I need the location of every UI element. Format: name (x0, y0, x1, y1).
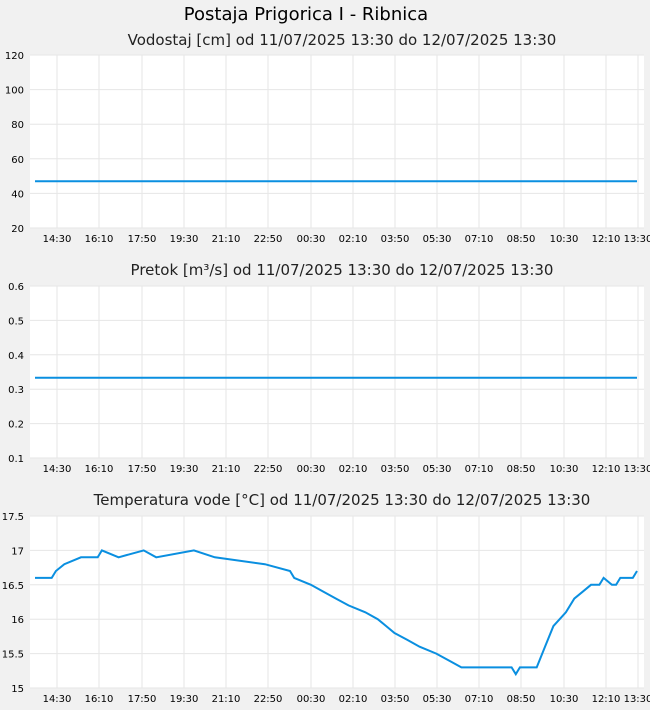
y-tick-label: 120 (5, 51, 24, 62)
y-tick-label: 17.5 (2, 512, 24, 523)
x-tick-label: 00:30 (297, 464, 326, 475)
x-tick-label: 16:10 (85, 694, 114, 705)
x-tick-label: 22:50 (254, 694, 283, 705)
x-tick-label: 10:30 (550, 464, 579, 475)
y-tick-label: 40 (11, 189, 24, 200)
x-tick-label: 14:30 (43, 694, 72, 705)
y-tick-label: 16.5 (2, 581, 24, 592)
y-tick-label: 0.1 (8, 454, 24, 465)
x-tick-label: 03:50 (381, 234, 410, 245)
chart-title: Vodostaj [cm] od 11/07/2025 13:30 do 12/… (128, 31, 557, 49)
x-tick-label: 07:10 (465, 234, 494, 245)
y-tick-label: 0.6 (8, 282, 24, 293)
y-tick-label: 17 (11, 546, 24, 557)
x-tick-label: 14:30 (43, 234, 72, 245)
chart-panel-2: Pretok [m³/s] od 11/07/2025 13:30 do 12/… (8, 261, 650, 475)
y-tick-label: 0.5 (8, 316, 24, 327)
x-tick-label: 16:10 (85, 234, 114, 245)
x-tick-label: 12:10 (592, 464, 621, 475)
x-tick-label: 19:30 (170, 464, 199, 475)
x-tick-label: 21:10 (212, 464, 241, 475)
x-tick-label: 07:10 (465, 464, 494, 475)
x-tick-label: 05:30 (423, 694, 452, 705)
y-tick-label: 100 (5, 86, 24, 97)
x-tick-label: 08:50 (507, 234, 536, 245)
plot-area (30, 286, 644, 458)
x-tick-label: 22:50 (254, 234, 283, 245)
x-tick-label: 05:30 (423, 464, 452, 475)
x-tick-label: 00:30 (297, 234, 326, 245)
x-tick-label: 13:30 (624, 694, 650, 705)
y-tick-label: 0.3 (8, 385, 24, 396)
x-tick-label: 16:10 (85, 464, 114, 475)
x-tick-label: 19:30 (170, 694, 199, 705)
y-tick-label: 0.4 (8, 351, 24, 362)
series-line-1 (35, 549, 638, 677)
y-tick-label: 15 (11, 684, 24, 695)
chart-title: Temperatura vode [°C] od 11/07/2025 13:3… (93, 491, 591, 509)
x-tick-label: 17:50 (128, 464, 157, 475)
x-tick-label: 13:30 (624, 234, 650, 245)
x-tick-label: 03:50 (381, 694, 410, 705)
y-tick-label: 15.5 (2, 650, 24, 661)
x-tick-label: 17:50 (128, 234, 157, 245)
x-tick-label: 21:10 (212, 234, 241, 245)
page-title: Postaja Prigorica I - Ribnica (184, 4, 428, 25)
x-tick-label: 08:50 (507, 464, 536, 475)
y-tick-label: 0.2 (8, 420, 24, 431)
x-tick-label: 19:30 (170, 234, 199, 245)
x-tick-label: 00:30 (297, 694, 326, 705)
x-tick-label: 12:10 (592, 694, 621, 705)
y-tick-label: 80 (11, 120, 24, 131)
x-tick-label: 10:30 (550, 694, 579, 705)
x-tick-label: 13:30 (624, 464, 650, 475)
x-tick-label: 22:50 (254, 464, 283, 475)
x-tick-label: 14:30 (43, 464, 72, 475)
x-tick-label: 17:50 (128, 694, 157, 705)
x-tick-label: 02:10 (339, 464, 368, 475)
plot-area (30, 516, 644, 688)
x-tick-label: 10:30 (550, 234, 579, 245)
x-tick-label: 12:10 (592, 234, 621, 245)
x-tick-label: 21:10 (212, 694, 241, 705)
y-tick-label: 16 (11, 615, 24, 626)
chart-title: Pretok [m³/s] od 11/07/2025 13:30 do 12/… (131, 261, 554, 279)
x-tick-label: 07:10 (465, 694, 494, 705)
x-tick-label: 05:30 (423, 234, 452, 245)
x-tick-label: 02:10 (339, 694, 368, 705)
x-tick-label: 02:10 (339, 234, 368, 245)
x-tick-label: 08:50 (507, 694, 536, 705)
chart-panel-3: Temperatura vode [°C] od 11/07/2025 13:3… (2, 491, 650, 705)
chart-panel-1: Vodostaj [cm] od 11/07/2025 13:30 do 12/… (5, 31, 650, 245)
y-tick-label: 20 (11, 224, 24, 235)
plot-area (30, 55, 644, 228)
y-tick-label: 60 (11, 155, 24, 166)
x-tick-label: 03:50 (381, 464, 410, 475)
